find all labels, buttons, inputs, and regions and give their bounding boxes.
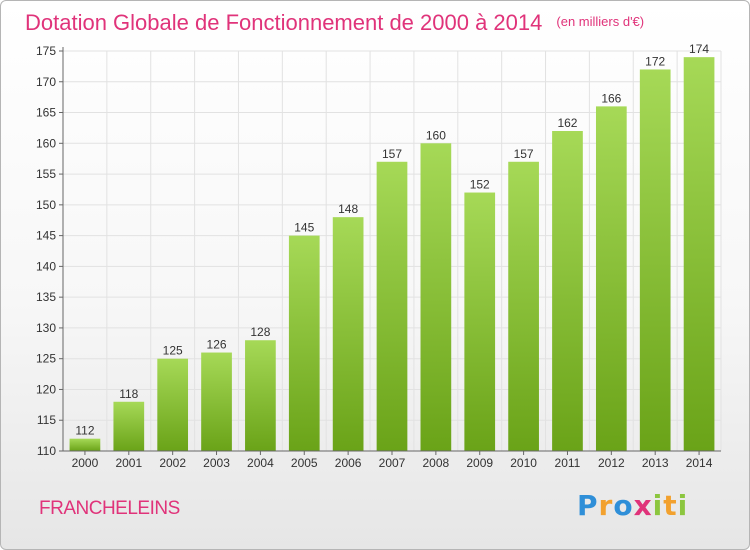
value-label: 157 — [514, 147, 534, 161]
bar-2008 — [420, 143, 452, 452]
y-tick-label: 175 — [36, 44, 56, 58]
y-tick-label: 130 — [36, 321, 56, 335]
y-tick-label: 115 — [37, 413, 56, 427]
x-tick-label: 2006 — [335, 456, 362, 470]
x-tick-label: 2014 — [686, 456, 713, 470]
y-tick-label: 125 — [36, 352, 56, 366]
y-tick-label: 145 — [36, 229, 56, 243]
y-tick-label: 140 — [36, 259, 56, 273]
y-tick-label: 160 — [36, 136, 56, 150]
x-tick-label: 2013 — [642, 456, 669, 470]
x-tick-label: 2004 — [247, 456, 274, 470]
value-label: 125 — [163, 344, 183, 358]
x-tick-label: 2000 — [72, 456, 99, 470]
y-tick-label: 170 — [36, 75, 56, 89]
bar-2011 — [552, 131, 583, 451]
y-tick-label: 155 — [36, 167, 56, 181]
proxiti-logo[interactable]: Proxiti — [577, 489, 689, 522]
x-tick-label: 2010 — [510, 456, 537, 470]
bars: 112 118 125 126 128 145 148 157 160 152 157 162 166 1… — [69, 42, 715, 452]
value-label: 166 — [601, 91, 621, 105]
value-label: 112 — [75, 424, 94, 438]
axes: 110 115 120 125 130 135 140 145 150 155 160 165 170 1… — [36, 44, 721, 470]
value-label: 160 — [426, 128, 446, 142]
bar-2005 — [288, 235, 320, 451]
y-tick-label: 120 — [36, 382, 56, 396]
x-tick-label: 2011 — [555, 456, 581, 470]
value-label: 157 — [382, 147, 402, 161]
value-label: 118 — [119, 387, 138, 401]
bar-2006 — [332, 217, 364, 451]
y-tick-label: 135 — [36, 290, 56, 304]
bar-2007 — [376, 161, 408, 451]
value-label: 152 — [470, 178, 490, 192]
x-tick-label: 2009 — [466, 456, 493, 470]
x-tick-label: 2003 — [203, 456, 230, 470]
bar-2012 — [595, 106, 627, 451]
bar-2009 — [464, 192, 496, 452]
bar-2014 — [683, 57, 715, 452]
bar-2010 — [508, 161, 539, 451]
y-tick-label: 110 — [37, 444, 56, 458]
x-tick-label: 2001 — [115, 456, 142, 470]
x-tick-label: 2008 — [423, 456, 450, 470]
x-tick-label: 2012 — [598, 456, 625, 470]
x-tick-label: 2007 — [379, 456, 406, 470]
value-label: 128 — [250, 325, 270, 339]
value-label: 162 — [557, 116, 577, 130]
bar-2001 — [113, 401, 145, 451]
value-label: 126 — [207, 338, 227, 352]
chart-subtitle: (en milliers d'€) — [556, 14, 645, 29]
bar-2004 — [245, 340, 276, 451]
chart-title: Dotation Globale de Fonctionnement de 20… — [25, 10, 645, 35]
y-tick-label: 150 — [36, 198, 56, 212]
value-label: 145 — [294, 221, 314, 235]
value-label: 172 — [645, 54, 665, 68]
y-tick-label: 165 — [36, 106, 56, 120]
x-tick-label: 2005 — [291, 456, 318, 470]
value-label: 148 — [338, 202, 358, 216]
commune-name: FRANCHELEINS — [39, 498, 180, 519]
bar-2013 — [639, 69, 671, 451]
x-tick-label: 2002 — [159, 456, 186, 470]
bar-2000 — [69, 438, 101, 451]
bar-2002 — [157, 358, 189, 451]
bar-2003 — [201, 352, 232, 451]
value-label: 174 — [689, 42, 709, 56]
